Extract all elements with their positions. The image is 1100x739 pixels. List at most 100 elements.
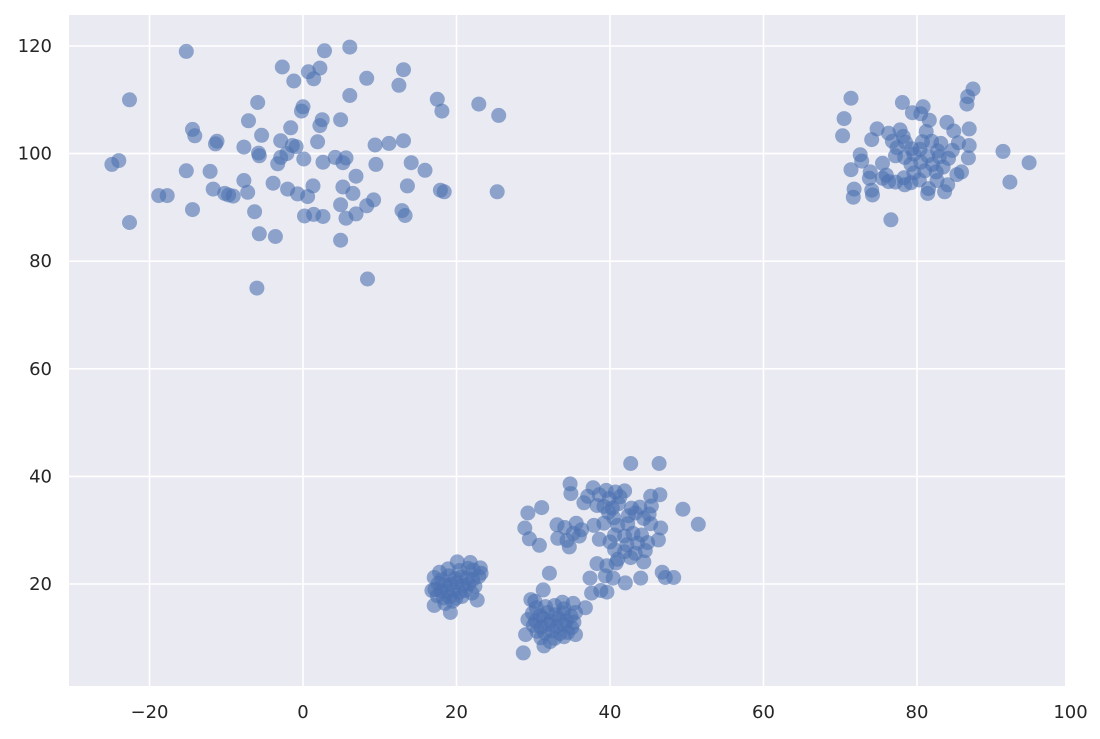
data-point	[865, 187, 880, 203]
data-point	[531, 537, 547, 553]
data-point	[650, 532, 666, 548]
data-point	[366, 192, 382, 208]
data-point	[542, 634, 558, 650]
data-point	[296, 151, 312, 167]
x-tick-label: 20	[445, 702, 468, 723]
data-point	[360, 271, 375, 287]
data-point	[469, 592, 485, 608]
data-point	[236, 173, 252, 188]
data-point	[995, 143, 1011, 159]
data-point	[205, 181, 221, 197]
data-point	[605, 570, 621, 586]
data-point	[396, 133, 411, 149]
data-point	[359, 70, 375, 86]
data-point	[122, 215, 137, 230]
data-point	[883, 212, 899, 228]
data-point	[651, 456, 667, 471]
data-point	[666, 570, 682, 585]
data-point	[571, 528, 587, 544]
data-point	[273, 133, 289, 149]
data-point	[836, 111, 852, 127]
data-point	[396, 62, 411, 78]
data-point	[608, 555, 624, 571]
y-tick-label: 100	[18, 144, 52, 165]
data-point	[633, 570, 649, 586]
data-point	[236, 139, 252, 155]
data-point	[333, 197, 349, 213]
grid-lines	[69, 15, 1072, 686]
data-point	[576, 495, 592, 511]
data-point	[961, 138, 977, 153]
data-point	[270, 156, 286, 172]
x-axis-ticks: −20 0 20 40 60 80 100	[131, 702, 1088, 723]
data-point	[286, 73, 302, 89]
data-point	[534, 500, 550, 516]
data-point	[187, 128, 203, 144]
data-point	[399, 178, 415, 194]
data-point	[436, 184, 452, 200]
data-point	[473, 565, 489, 581]
data-point	[854, 153, 870, 169]
data-point	[178, 163, 194, 179]
data-point	[348, 168, 364, 184]
data-point	[675, 501, 691, 517]
data-point	[310, 134, 326, 150]
data-point	[875, 155, 890, 171]
data-point	[315, 154, 331, 170]
data-point	[247, 204, 263, 220]
data-point	[368, 156, 384, 172]
data-point	[535, 582, 551, 598]
data-point	[367, 137, 383, 153]
data-point	[861, 170, 877, 186]
data-point	[617, 575, 633, 591]
data-point	[937, 184, 953, 200]
data-point	[556, 629, 572, 645]
data-point	[178, 43, 194, 59]
y-tick-label: 60	[29, 359, 52, 380]
data-point	[342, 39, 358, 55]
data-point	[520, 505, 536, 521]
y-axis-ticks: 20 40 60 80 100 120	[18, 36, 52, 595]
data-point	[961, 121, 977, 137]
data-point	[954, 164, 969, 180]
y-tick-label: 20	[29, 574, 52, 595]
data-point	[254, 127, 270, 143]
data-point	[894, 95, 910, 110]
data-point	[381, 135, 397, 151]
data-point	[315, 209, 331, 224]
data-point	[653, 520, 669, 536]
data-point	[541, 565, 557, 581]
data-point	[208, 136, 223, 152]
data-point	[249, 280, 265, 296]
data-point	[835, 128, 851, 144]
data-point	[471, 96, 487, 112]
data-point	[959, 96, 975, 112]
data-point	[335, 155, 351, 171]
data-point	[843, 162, 859, 178]
data-point	[403, 155, 419, 171]
data-point	[1002, 174, 1018, 190]
data-point	[397, 208, 413, 223]
data-point	[864, 132, 880, 148]
data-point	[240, 184, 256, 200]
data-point	[489, 184, 505, 200]
data-point	[690, 516, 706, 532]
data-point	[274, 59, 290, 75]
data-point	[623, 550, 639, 566]
data-point	[904, 105, 920, 121]
data-point	[250, 95, 266, 110]
data-point	[518, 627, 534, 643]
data-point	[333, 232, 349, 248]
data-point	[317, 43, 332, 59]
data-point	[652, 487, 668, 503]
data-point	[568, 627, 583, 643]
data-point	[312, 60, 328, 76]
data-point	[159, 188, 175, 204]
data-point	[599, 584, 615, 600]
data-point	[843, 90, 859, 106]
data-point	[921, 112, 937, 128]
data-point	[314, 112, 330, 128]
y-tick-label: 80	[29, 251, 52, 272]
data-point	[491, 107, 507, 123]
